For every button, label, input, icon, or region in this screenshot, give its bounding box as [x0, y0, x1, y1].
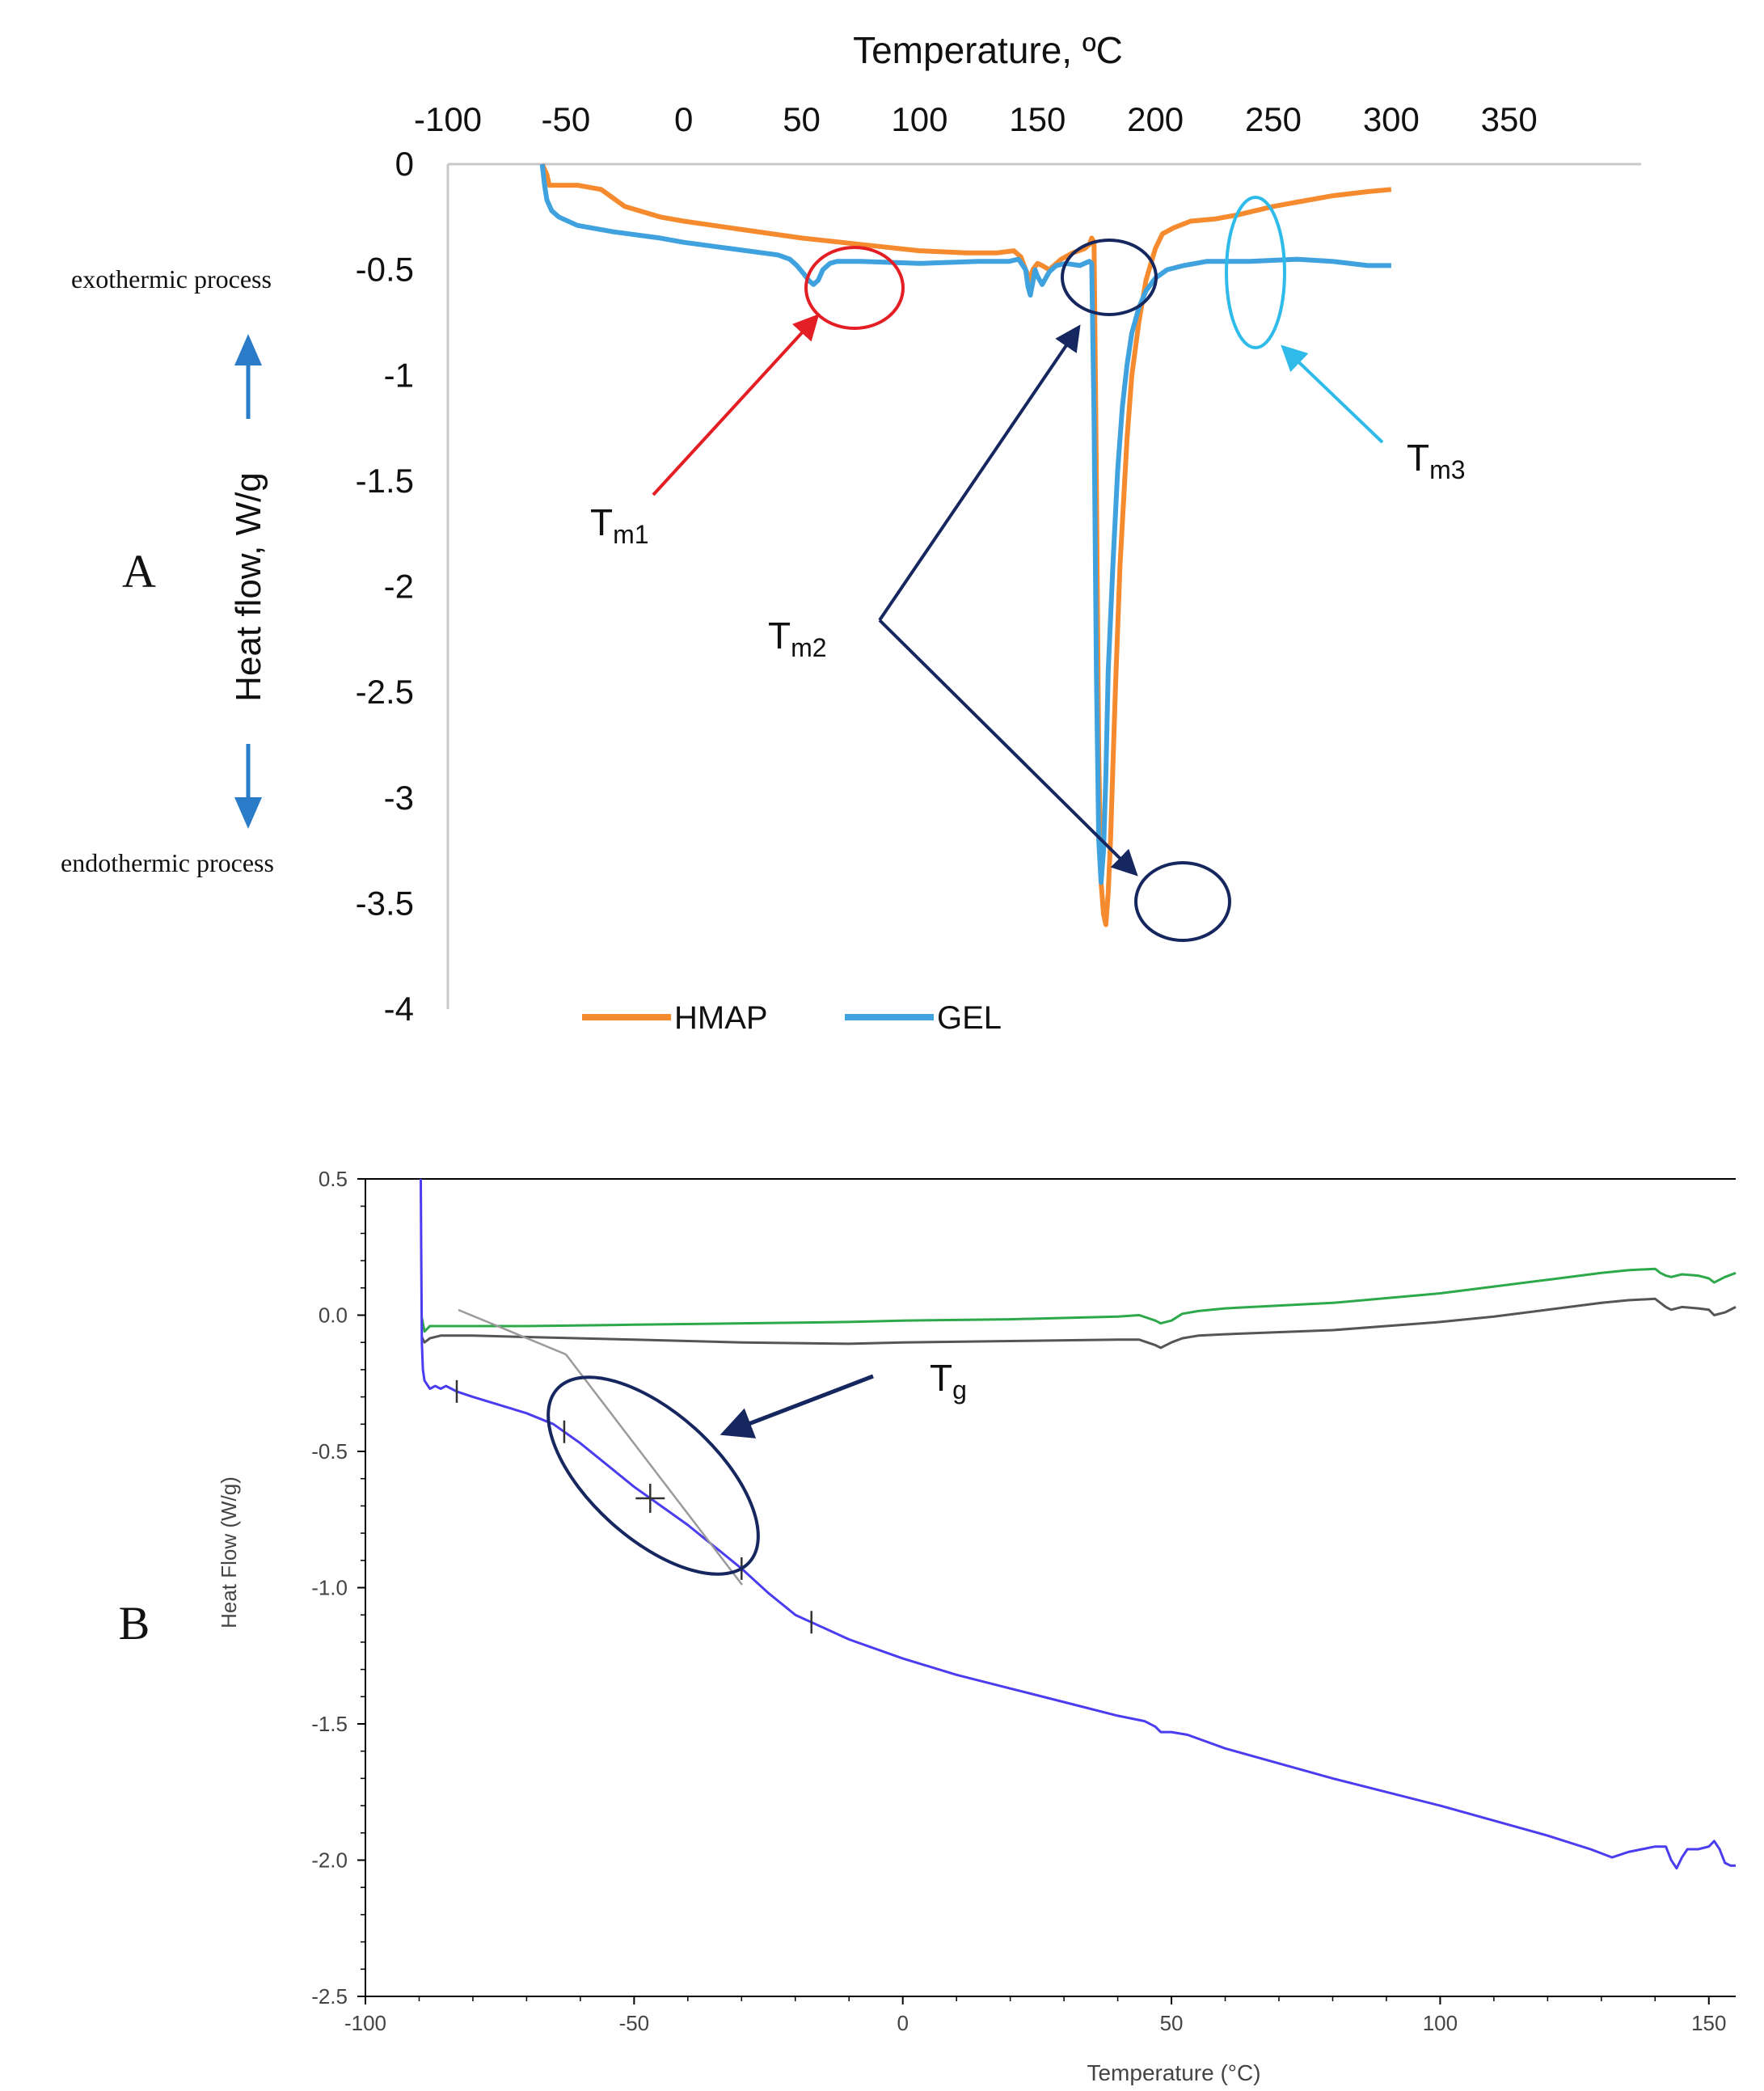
b-y-tick-m2m5: -2.5	[311, 1984, 348, 2009]
exothermic-label: exothermic process	[71, 264, 272, 294]
tm3-label: Tm3	[1407, 437, 1466, 484]
tm3-ellipse	[1225, 196, 1286, 349]
panel-a: Temperature, ºC -100 -50 0 50 100 150 200 250 30…	[61, 29, 1641, 1036]
series-blue-line	[420, 1178, 1736, 1870]
tm2-arrow-lower	[878, 619, 1138, 877]
a-y-tick-0: 0	[395, 145, 414, 183]
b-x-tick-m100: -100	[344, 2011, 386, 2035]
panel-b-series	[420, 1178, 1737, 1870]
a-x-tick-250: 250	[1245, 100, 1302, 138]
legend-hmap-label: HMAP	[674, 1000, 768, 1036]
b-y-tick-0m5: 0.5	[319, 1167, 348, 1191]
panel-a-x-axis-title: Temperature, ºC	[853, 29, 1123, 71]
a-x-tick-50: 50	[783, 100, 821, 138]
tg-label: Tg	[930, 1357, 967, 1405]
a-y-tick-m4: -4	[384, 990, 414, 1028]
a-x-tick-200: 200	[1127, 100, 1184, 138]
tm1-label: Tm1	[590, 501, 649, 549]
legend-gel-label: GEL	[937, 1000, 1002, 1036]
panel-a-y-tick-labels: 0 -0.5 -1 -1.5 -2 -2.5 -3 -3.5 -4	[356, 145, 414, 1028]
a-x-tick-350: 350	[1481, 100, 1538, 138]
a-x-tick-300: 300	[1363, 100, 1420, 138]
a-x-tick-150: 150	[1009, 100, 1066, 138]
a-y-tick-m2: -2	[384, 568, 414, 606]
a-y-tick-m1m5: -1.5	[356, 462, 414, 500]
a-y-tick-m2m5: -2.5	[356, 673, 414, 711]
panel-b-x-axis-title: Temperature (°C)	[1087, 2060, 1260, 2085]
a-x-tick-m100: -100	[414, 100, 482, 138]
b-y-tick-m2m0: -2.0	[311, 1848, 348, 1873]
b-x-tick-0: 0	[897, 2011, 908, 2035]
series-dark-line	[420, 1297, 1737, 1350]
endothermic-label: endothermic process	[61, 848, 274, 877]
panel-a-legend: HMAP GEL	[582, 1000, 1002, 1036]
panel-b-x-tick-labels: -100 -50 0 50 100 150	[344, 2011, 1726, 2035]
a-x-tick-100: 100	[891, 100, 947, 138]
a-y-tick-m3: -3	[384, 779, 414, 817]
panel-a-y-axis-title: Heat flow, W/g	[229, 472, 268, 702]
tm2-arrow-upper	[878, 324, 1081, 622]
panel-b-ticks	[357, 1178, 1710, 2004]
b-y-tick-m1m5: -1.5	[311, 1712, 348, 1736]
endothermic-arrow-icon	[234, 744, 262, 829]
panel-b-label: B	[119, 1597, 150, 1650]
panel-b: -100 -50 0 50 100 150 0.5 0.0 -0.5 -1.0 -1.5 -2.0 -…	[119, 1167, 1737, 2085]
panel-a-x-tick-labels: -100 -50 0 50 100 150 200 250 300 350	[414, 100, 1538, 138]
tg-markers	[455, 1379, 812, 1634]
a-y-tick-m3m5: -3.5	[356, 884, 414, 922]
tm2-ellipse-peak	[1134, 861, 1231, 942]
a-x-tick-m50: -50	[542, 100, 591, 138]
a-x-tick-0: 0	[674, 100, 693, 138]
a-y-tick-m1: -1	[384, 356, 414, 394]
tm1-ellipse	[804, 246, 905, 330]
tm2-ellipse-small	[1061, 239, 1158, 316]
tg-tangent-lines	[458, 1308, 743, 1586]
b-x-tick-50: 50	[1160, 2011, 1184, 2035]
tg-arrow	[720, 1374, 874, 1438]
b-x-tick-m50: -50	[619, 2011, 650, 2035]
panel-b-y-axis-title: Heat Flow (W/g)	[217, 1476, 241, 1628]
series-green-line	[420, 1267, 1737, 1333]
b-y-tick-m0m5: -0.5	[311, 1439, 348, 1464]
b-x-tick-100: 100	[1423, 2011, 1458, 2035]
a-y-tick-m0m5: -0.5	[356, 251, 414, 289]
tm2-label: Tm2	[768, 615, 827, 662]
b-y-tick-0m0: 0.0	[319, 1303, 348, 1328]
exothermic-arrow-icon	[234, 334, 262, 419]
tm1-arrow	[652, 314, 820, 496]
panel-b-y-tick-labels: 0.5 0.0 -0.5 -1.0 -1.5 -2.0 -2.5	[311, 1167, 348, 2009]
tm3-arrow	[1281, 344, 1384, 444]
panel-a-series	[539, 163, 1392, 927]
b-y-tick-m1m0: -1.0	[311, 1576, 348, 1600]
series-hmap-line	[539, 163, 1392, 927]
panel-a-label: A	[122, 545, 156, 598]
b-x-tick-150: 150	[1691, 2011, 1726, 2035]
series-gel-line	[539, 163, 1391, 885]
tg-ellipse	[547, 1375, 760, 1576]
